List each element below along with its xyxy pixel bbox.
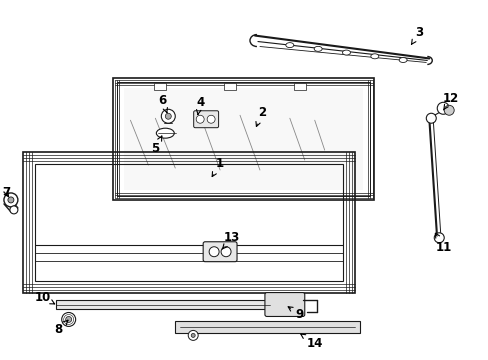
FancyBboxPatch shape — [264, 293, 304, 316]
Circle shape — [161, 109, 175, 123]
Text: 3: 3 — [410, 26, 423, 44]
Circle shape — [209, 247, 219, 257]
Circle shape — [196, 115, 203, 123]
Circle shape — [4, 193, 18, 207]
Circle shape — [426, 113, 435, 123]
Text: 8: 8 — [55, 320, 68, 336]
Bar — [23, 152, 354, 293]
Circle shape — [10, 206, 18, 214]
Circle shape — [433, 233, 443, 243]
Circle shape — [61, 312, 76, 327]
Circle shape — [436, 102, 448, 114]
Circle shape — [191, 333, 195, 337]
FancyBboxPatch shape — [203, 242, 237, 262]
Circle shape — [8, 197, 14, 203]
Text: 9: 9 — [287, 307, 303, 321]
Text: 4: 4 — [196, 96, 204, 114]
Text: 14: 14 — [300, 334, 322, 350]
Ellipse shape — [342, 50, 350, 55]
Bar — [154, 84, 166, 90]
Bar — [224, 84, 236, 90]
Ellipse shape — [285, 42, 293, 48]
Circle shape — [65, 316, 72, 323]
Ellipse shape — [156, 128, 174, 138]
Ellipse shape — [313, 46, 322, 51]
Text: 10: 10 — [35, 291, 55, 304]
Circle shape — [443, 105, 453, 115]
Circle shape — [221, 247, 230, 257]
Bar — [124, 88, 362, 190]
Text: 7: 7 — [2, 186, 10, 199]
Bar — [112, 78, 374, 200]
Text: 2: 2 — [255, 106, 265, 126]
Text: 1: 1 — [212, 157, 224, 176]
Text: 11: 11 — [434, 233, 451, 254]
Circle shape — [188, 330, 198, 340]
Bar — [56, 300, 269, 310]
Bar — [35, 164, 342, 280]
Bar — [293, 84, 305, 90]
Text: 12: 12 — [442, 92, 458, 110]
Circle shape — [207, 115, 215, 123]
Ellipse shape — [398, 58, 407, 63]
FancyBboxPatch shape — [193, 111, 218, 128]
Circle shape — [165, 113, 171, 119]
Bar — [117, 82, 369, 196]
Text: 5: 5 — [151, 136, 162, 155]
Text: 13: 13 — [222, 231, 240, 249]
Ellipse shape — [370, 54, 378, 59]
Text: 6: 6 — [158, 94, 167, 113]
Bar — [175, 321, 359, 333]
